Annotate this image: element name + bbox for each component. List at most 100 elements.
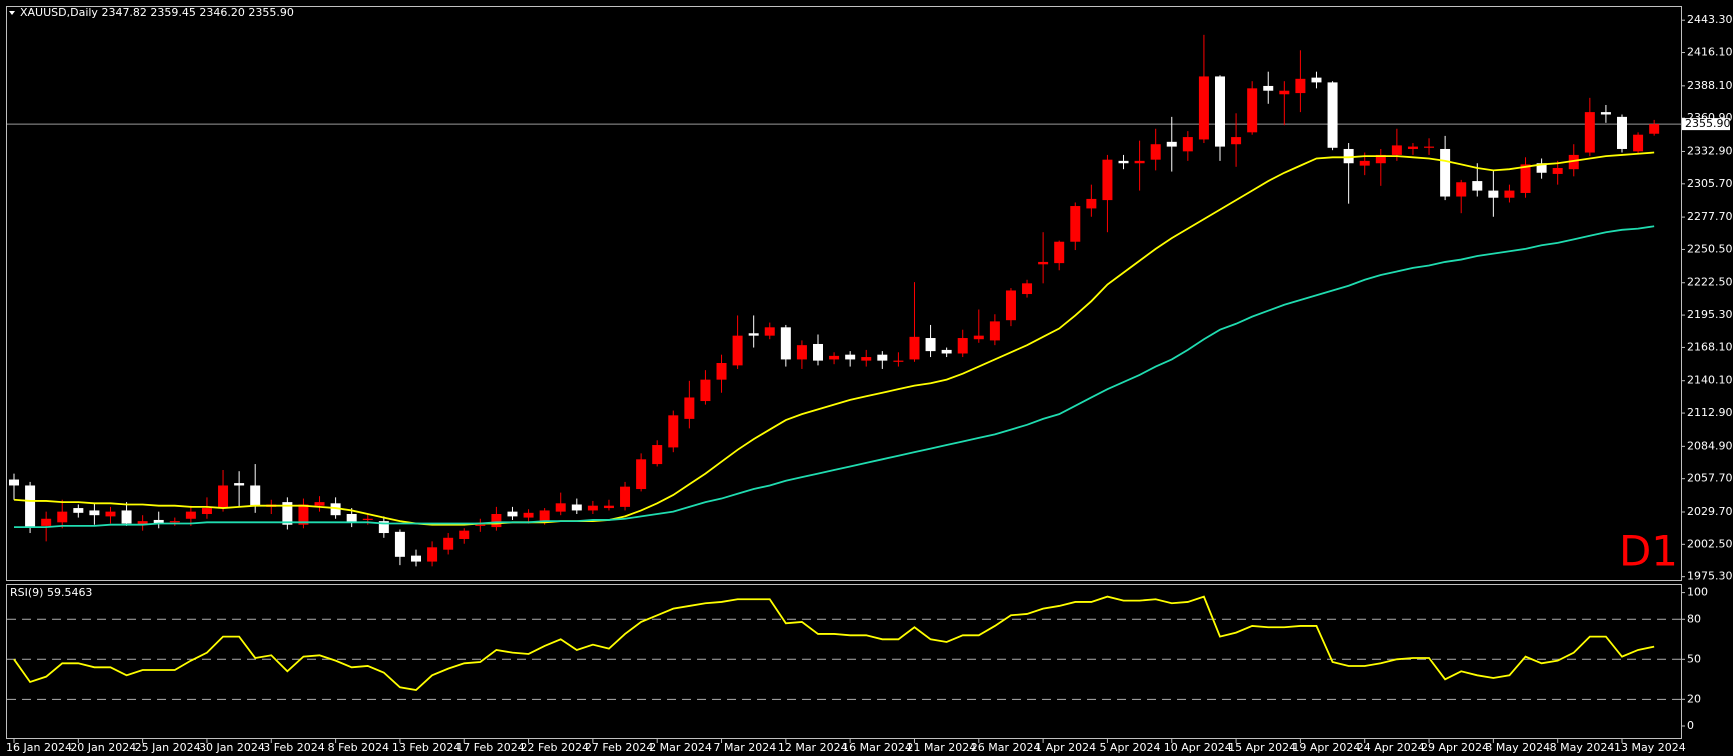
- candle-body: [1327, 82, 1338, 148]
- candle-body: [893, 360, 904, 362]
- y-tick-label: 0: [1687, 719, 1694, 732]
- candle-body: [282, 502, 293, 525]
- candle-body: [25, 485, 36, 528]
- candle-body: [1649, 124, 1660, 134]
- candle-body: [716, 362, 727, 380]
- candle-body: [1456, 182, 1467, 197]
- rsi-header: RSI(9) 59.5463: [10, 586, 92, 599]
- timeframe-label: D1: [1619, 527, 1678, 576]
- x-tick-label: 30 Jan 2024: [199, 741, 265, 754]
- candle-body: [89, 510, 100, 516]
- candle-body: [1247, 88, 1258, 133]
- x-tick-label: 20 Jan 2024: [70, 741, 136, 754]
- candle-body: [748, 333, 759, 336]
- candle-body: [1182, 137, 1193, 152]
- candle-body: [475, 524, 486, 526]
- candle-body: [684, 397, 695, 419]
- y-tick-label: 2443.30: [1687, 13, 1733, 26]
- x-tick-label: 19 Apr 2024: [1292, 741, 1360, 754]
- candle-body: [603, 505, 614, 509]
- candle-body: [298, 504, 309, 525]
- candle-body: [1231, 137, 1242, 145]
- candle-body: [796, 345, 807, 360]
- y-tick-label: 2388.10: [1687, 79, 1733, 92]
- candle-body: [1311, 77, 1322, 83]
- candle-body: [1424, 146, 1435, 148]
- candle-body: [1584, 112, 1595, 153]
- candle-body: [105, 511, 116, 517]
- symbol-menu-arrow[interactable]: [9, 11, 15, 15]
- y-tick-label: 20: [1687, 692, 1701, 705]
- candle-body: [362, 518, 373, 520]
- candle-body: [668, 415, 679, 448]
- candle-body: [346, 514, 357, 523]
- x-tick-label: 27 Feb 2024: [585, 741, 653, 754]
- x-tick-label: 2 Mar 2024: [649, 741, 712, 754]
- candle-body: [1102, 159, 1113, 201]
- candle-body: [1633, 134, 1644, 152]
- x-tick-label: 8 May 2024: [1550, 741, 1615, 754]
- candle-body: [153, 519, 164, 524]
- candle-body: [1070, 206, 1081, 242]
- candle-body: [137, 521, 148, 525]
- rsi-line: [13, 595, 1655, 691]
- candle-body: [9, 479, 19, 486]
- candle-body: [218, 485, 229, 509]
- candle-body: [764, 327, 775, 336]
- candle-body: [941, 349, 952, 354]
- candle-body: [73, 508, 84, 513]
- x-tick-label: 10 Apr 2024: [1164, 741, 1232, 754]
- x-tick-label: 13 Feb 2024: [392, 741, 460, 754]
- candle-body: [1359, 160, 1370, 166]
- candle-body: [571, 504, 582, 511]
- y-tick-label: 2002.50: [1687, 537, 1733, 550]
- candle-body: [1054, 241, 1065, 264]
- x-tick-label: 17 Feb 2024: [456, 741, 524, 754]
- y-tick-label: 2332.90: [1687, 144, 1733, 157]
- candle-body: [636, 459, 647, 490]
- candle-body: [1375, 154, 1386, 164]
- moving-average-line: [14, 225, 1655, 528]
- candle-body: [507, 511, 518, 517]
- x-tick-label: 5 Apr 2024: [1099, 741, 1160, 754]
- candle-body: [1005, 290, 1016, 321]
- candle-body: [1440, 148, 1451, 197]
- candle-body: [620, 486, 631, 507]
- y-tick-label: 1975.30: [1687, 570, 1733, 583]
- candle-body: [909, 336, 920, 360]
- candle-body: [1343, 148, 1354, 164]
- y-tick-label: 2305.70: [1687, 177, 1733, 190]
- candle-body: [1295, 78, 1306, 94]
- x-tick-label: 29 Apr 2024: [1421, 741, 1489, 754]
- candle-body: [121, 510, 132, 524]
- candle-body: [394, 531, 405, 557]
- candle-body: [1536, 163, 1547, 173]
- candle-body: [1472, 181, 1483, 191]
- y-tick-label: 2112.90: [1687, 406, 1733, 419]
- x-tick-label: 25 Jan 2024: [135, 741, 201, 754]
- rsi-panel-frame: [6, 584, 1682, 739]
- candle-body: [1215, 76, 1225, 147]
- candle-body: [989, 321, 1000, 341]
- candle-body: [700, 379, 711, 402]
- main-panel-frame: [6, 6, 1682, 581]
- candle-body: [57, 511, 68, 523]
- candle-body: [427, 547, 438, 562]
- candle-body: [1022, 283, 1033, 295]
- x-tick-label: 1 Apr 2024: [1035, 741, 1096, 754]
- candle-body: [234, 483, 245, 486]
- x-tick-label: 16 Mar 2024: [842, 741, 912, 754]
- y-tick-label: 2277.70: [1687, 210, 1733, 223]
- x-tick-label: 12 Mar 2024: [778, 741, 848, 754]
- candle-body: [1150, 144, 1161, 160]
- x-tick-label: 22 Feb 2024: [521, 741, 589, 754]
- x-tick-label: 24 Apr 2024: [1357, 741, 1425, 754]
- candle-body: [1263, 85, 1274, 91]
- candle-body: [1600, 112, 1611, 115]
- candle-body: [925, 338, 936, 352]
- y-tick-label: 2084.90: [1687, 439, 1733, 452]
- moving-average-line: [13, 151, 1655, 526]
- candle-body: [1391, 145, 1402, 155]
